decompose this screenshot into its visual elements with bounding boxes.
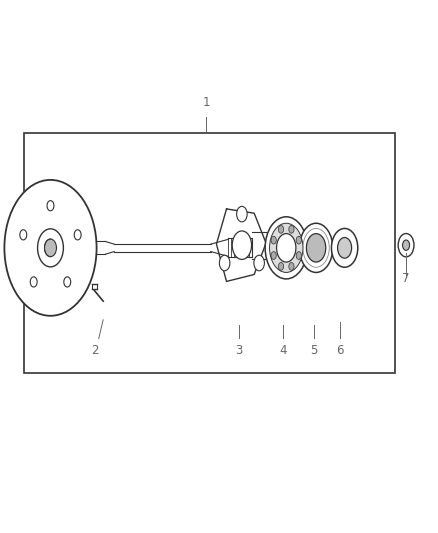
Ellipse shape (270, 252, 276, 260)
Ellipse shape (38, 229, 63, 267)
Text: 1: 1 (202, 96, 210, 109)
Text: 7: 7 (401, 272, 409, 285)
Ellipse shape (278, 225, 283, 233)
Ellipse shape (44, 239, 57, 257)
Text: 3: 3 (235, 344, 242, 357)
Ellipse shape (253, 255, 264, 271)
Ellipse shape (219, 255, 230, 271)
Ellipse shape (269, 223, 302, 272)
Ellipse shape (296, 236, 301, 244)
Ellipse shape (4, 180, 96, 316)
Ellipse shape (296, 252, 301, 260)
Ellipse shape (47, 200, 54, 211)
Text: 6: 6 (336, 344, 343, 357)
Ellipse shape (397, 233, 413, 257)
Ellipse shape (74, 230, 81, 240)
Ellipse shape (30, 277, 37, 287)
Ellipse shape (402, 240, 409, 251)
Ellipse shape (306, 233, 325, 262)
Ellipse shape (299, 223, 332, 272)
Polygon shape (216, 209, 265, 281)
Ellipse shape (270, 236, 276, 244)
Ellipse shape (331, 229, 357, 267)
Text: 5: 5 (310, 344, 317, 357)
Ellipse shape (232, 231, 251, 260)
Ellipse shape (236, 206, 247, 222)
Ellipse shape (20, 230, 27, 240)
Bar (24, 133, 394, 373)
Ellipse shape (64, 277, 71, 287)
Text: 4: 4 (279, 344, 286, 357)
Ellipse shape (265, 217, 307, 279)
Ellipse shape (278, 262, 283, 270)
Ellipse shape (276, 233, 295, 262)
Ellipse shape (337, 238, 351, 258)
Ellipse shape (288, 225, 293, 233)
Text: 2: 2 (90, 344, 98, 357)
Ellipse shape (288, 262, 293, 270)
